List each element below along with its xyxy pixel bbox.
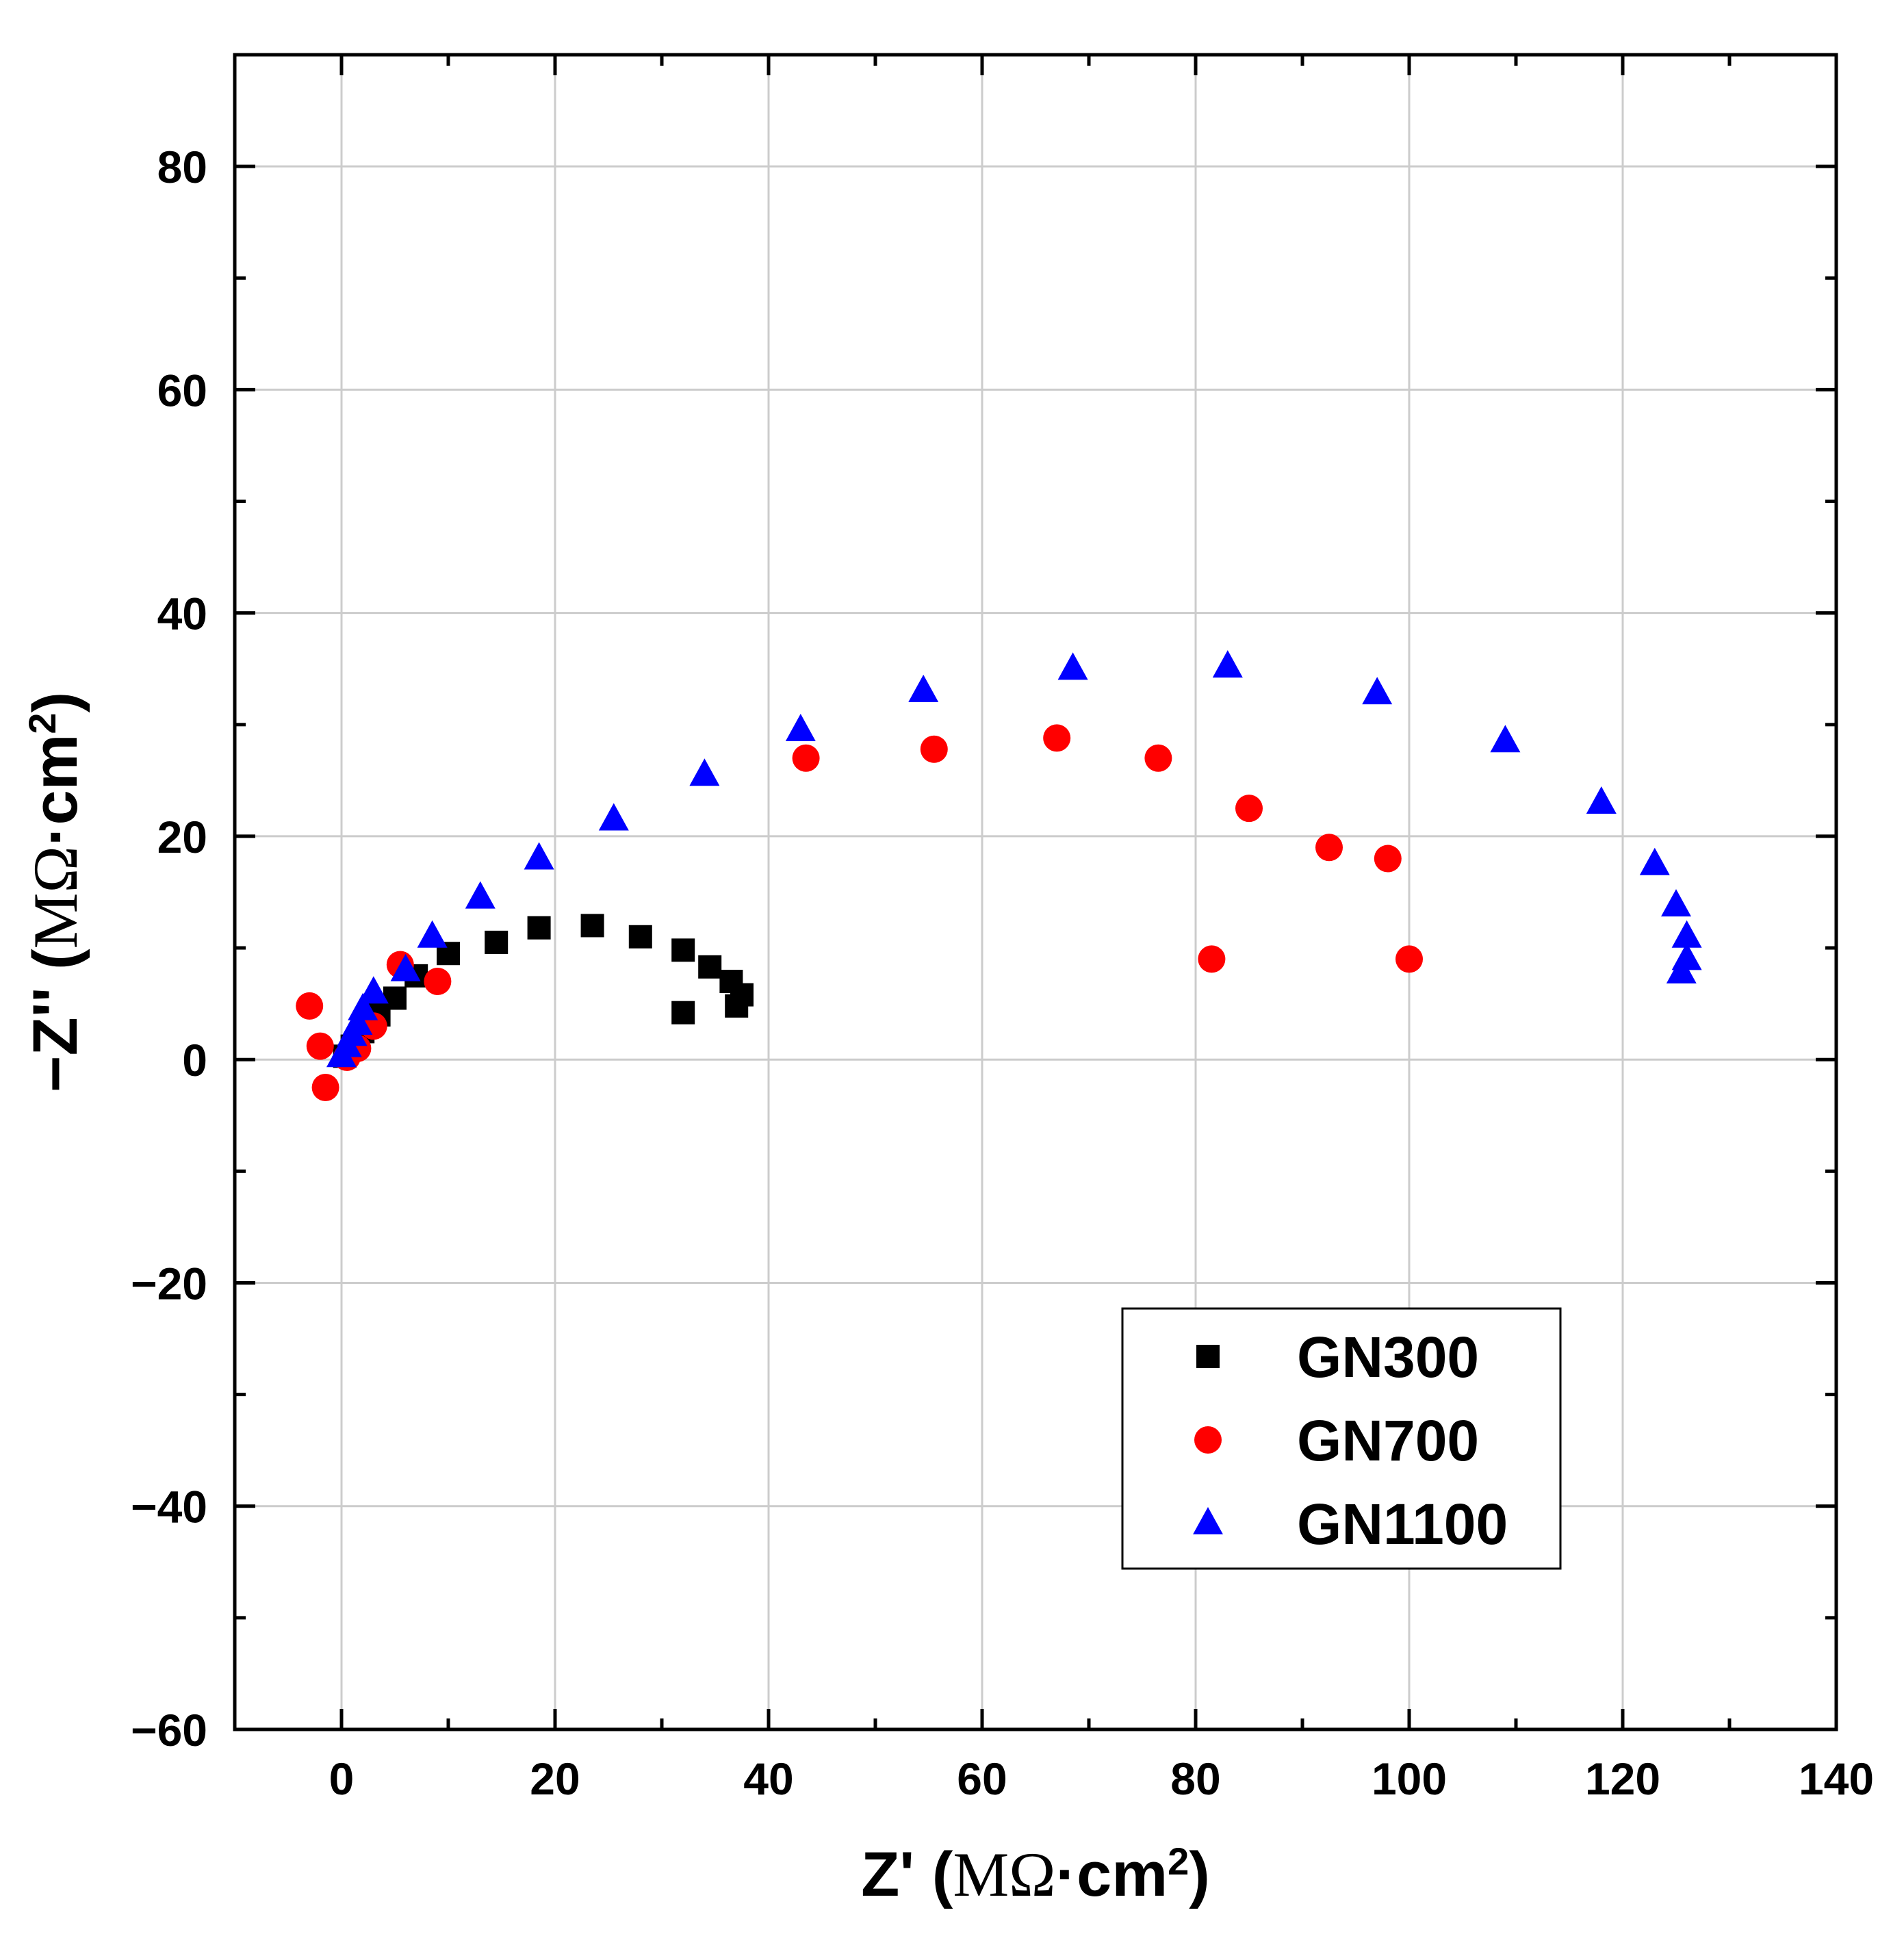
data-point-GN1100 [342,1007,373,1035]
y-tick-label: −40 [131,1482,207,1532]
y-tick-label: −20 [131,1258,207,1309]
legend-marker-GN300 [1196,1345,1220,1368]
y-tick-label: 80 [157,142,207,192]
x-axis-title: Z' (MΩ·cm2) [861,1840,1210,1910]
data-point-GN300 [580,914,604,938]
data-point-GN1100 [785,713,816,741]
y-tick-labels: −60 −40 −20 0 20 40 60 80 [131,142,207,1755]
data-point-GN700 [424,968,452,996]
x-tick-label: 0 [329,1753,355,1804]
x-tick-label: 40 [743,1753,793,1804]
data-point-GN700 [1374,845,1402,873]
y-tick-label: 60 [157,365,207,415]
plot-frame [233,53,1838,1731]
data-point-GN700 [1395,945,1423,973]
y-tick-label: 0 [182,1035,207,1085]
data-point-GN1100 [1362,677,1393,705]
data-point-GN1100 [465,881,496,909]
series-GN300 [333,914,754,1068]
data-point-GN1100 [1057,652,1088,680]
data-point-GN1100 [524,842,554,870]
data-point-GN1100 [1671,920,1702,948]
data-point-GN700 [1198,945,1226,973]
data-point-GN700 [920,735,948,763]
data-point-GN1100 [1666,955,1697,983]
data-point-GN300 [725,994,749,1018]
data-point-GN300 [671,1001,695,1025]
data-point-GN700 [1235,795,1263,823]
data-point-GN300 [698,955,722,979]
data-point-GN1100 [1661,889,1691,917]
data-point-GN1100 [1490,725,1521,753]
data-point-GN300 [628,925,652,949]
legend-marker-GN700 [1194,1426,1222,1454]
x-tick-label: 80 [1170,1753,1220,1804]
legend-marker-GN1100 [1193,1507,1223,1534]
y-tick-label: −60 [131,1705,207,1755]
y-axis-title: −Z'' (MΩ·cm2) [21,692,91,1092]
data-point-GN1100 [358,976,389,1004]
series-GN1100 [326,649,1702,1068]
data-point-GN1100 [598,803,629,831]
legend-label-GN300: GN300 [1297,1325,1479,1389]
data-point-GN300 [485,930,509,954]
data-point-GN1100 [1212,649,1243,678]
data-point-GN700 [1315,834,1343,862]
y-tick-label: 20 [157,812,207,862]
x-tick-label: 60 [957,1753,1007,1804]
legend: GN300 GN700 GN1100 [1121,1307,1562,1570]
x-tick-label: 140 [1799,1753,1874,1804]
data-point-GN1100 [417,920,448,948]
x-tick-label: 120 [1585,1753,1660,1804]
x-tick-labels: 0 20 40 60 80 100 120 140 [329,1753,1874,1804]
data-point-GN700 [792,744,820,772]
data-point-GN700 [296,992,324,1020]
data-point-GN700 [306,1032,334,1060]
grid-lines [235,55,1836,1729]
data-point-GN300 [383,986,407,1010]
x-tick-label: 20 [530,1753,580,1804]
y-tick-label: 40 [157,589,207,639]
data-point-GN700 [1144,744,1172,772]
x-tick-label: 100 [1372,1753,1447,1804]
data-point-GN1100 [390,953,421,981]
data-point-GN300 [671,938,695,962]
data-point-GN1100 [1639,847,1670,875]
data-point-GN700 [311,1073,339,1101]
data-point-GN1100 [689,758,720,786]
data-point-GN1100 [348,992,378,1020]
data-point-GN700 [1043,724,1071,752]
data-marks [296,649,1702,1101]
data-point-GN300 [527,916,551,940]
legend-label-GN700: GN700 [1297,1408,1479,1473]
axis-ticks [233,53,1838,1731]
legend-label-GN1100: GN1100 [1297,1492,1508,1556]
data-point-GN1100 [1586,786,1617,814]
series-GN700 [296,724,1423,1101]
data-point-GN1100 [908,674,939,702]
